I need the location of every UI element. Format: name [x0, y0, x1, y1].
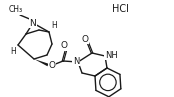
- Text: HCl: HCl: [112, 4, 128, 14]
- Polygon shape: [34, 59, 49, 66]
- Text: N: N: [30, 19, 36, 28]
- Text: CH₃: CH₃: [9, 6, 23, 14]
- Text: O: O: [49, 61, 56, 69]
- Text: NH: NH: [105, 51, 117, 59]
- Text: O: O: [81, 35, 89, 43]
- Text: H: H: [10, 46, 16, 55]
- Text: H: H: [51, 22, 57, 30]
- Text: O: O: [61, 42, 68, 51]
- Text: N: N: [73, 56, 79, 65]
